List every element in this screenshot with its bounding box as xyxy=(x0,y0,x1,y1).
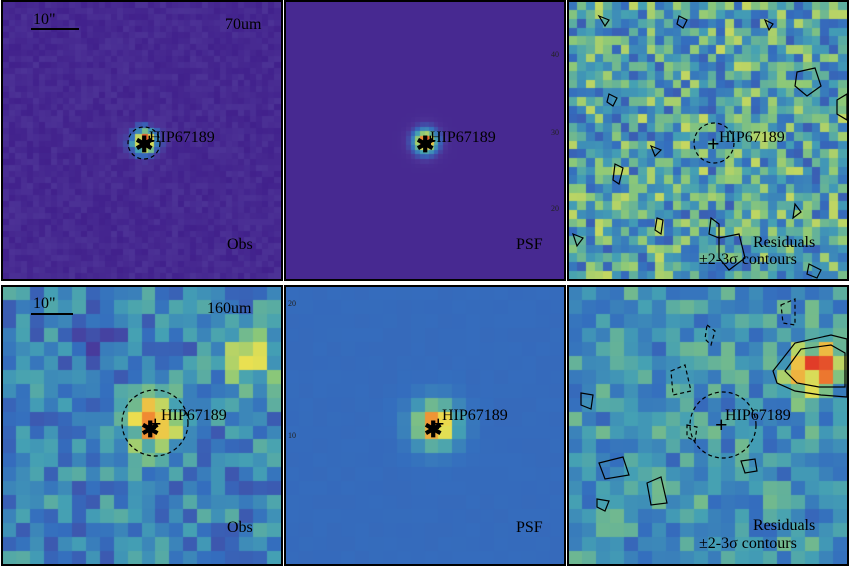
tick-label: 30 xyxy=(551,128,559,137)
corner-label-line2: ±2-3σ contours xyxy=(699,251,797,268)
target-label: HIP67189 xyxy=(430,129,496,146)
corner-label: Obs xyxy=(227,236,253,253)
panel-160um-residuals: + HIP67189 Residuals ±2-3σ contours xyxy=(567,285,849,566)
plus-marker: + xyxy=(432,411,445,436)
tick-label: 20 xyxy=(551,204,559,213)
plus-marker: + xyxy=(424,128,437,153)
star-marker: ✱ xyxy=(135,132,154,157)
plus-marker: + xyxy=(149,411,162,436)
corner-label: PSF xyxy=(516,236,543,253)
corner-label-line1: Residuals xyxy=(753,517,816,534)
aperture-circle xyxy=(689,391,757,459)
tick-label: 20 xyxy=(288,299,296,308)
tick-label: 10 xyxy=(288,431,296,440)
image-160um-psf xyxy=(286,287,564,564)
corner-label-line1: Residuals xyxy=(753,234,816,251)
star-marker: ✱ xyxy=(424,417,443,442)
contour-lines xyxy=(572,14,847,279)
band-label: 70um xyxy=(225,16,262,33)
target-label: HIP67189 xyxy=(719,129,785,146)
star-marker: ✱ xyxy=(141,417,160,442)
target-label: HIP67189 xyxy=(725,407,791,424)
aperture-circle xyxy=(121,389,189,457)
image-160um-residuals xyxy=(569,287,847,564)
panel-70um-obs: 10" 70um ✱ + HIP67189 Obs xyxy=(1,0,283,281)
corner-label: Obs xyxy=(227,519,253,536)
tick-label: 40 xyxy=(551,50,559,59)
overlay-contours xyxy=(580,298,847,512)
contour-lines xyxy=(580,298,847,512)
overlay-contours xyxy=(572,14,847,279)
scale-label: 10" xyxy=(33,295,56,312)
plus-marker: + xyxy=(715,412,728,437)
star-marker: ✱ xyxy=(416,132,435,157)
target-label: HIP67189 xyxy=(442,407,508,424)
band-label: 160um xyxy=(207,300,252,317)
panel-160um-obs: 10" 160um ✱ + HIP67189 Obs xyxy=(1,285,283,566)
panel-70um-residuals: + HIP67189 Residuals ±2-3σ contours xyxy=(567,0,849,281)
overlay-160um-obs xyxy=(31,313,189,457)
target-label: HIP67189 xyxy=(149,129,215,146)
scale-label: 10" xyxy=(33,11,56,28)
corner-label: PSF xyxy=(516,519,543,536)
target-label: HIP67189 xyxy=(161,407,227,424)
aperture-circle xyxy=(127,126,161,160)
image-160um-obs xyxy=(3,287,281,564)
corner-label-line2: ±2-3σ contours xyxy=(699,535,797,552)
panel-70um-psf: ✱ + HIP67189 PSF 40 30 20 xyxy=(284,0,566,281)
aperture-circle xyxy=(693,122,735,164)
image-70um-residuals xyxy=(569,2,847,279)
plus-marker: + xyxy=(143,128,156,153)
image-70um-obs xyxy=(3,2,281,279)
image-70um-psf xyxy=(286,2,564,279)
overlay-70um-obs xyxy=(31,28,161,160)
panel-160um-psf: ✱ + HIP67189 PSF 20 10 xyxy=(284,285,566,566)
plus-marker: + xyxy=(707,131,720,156)
